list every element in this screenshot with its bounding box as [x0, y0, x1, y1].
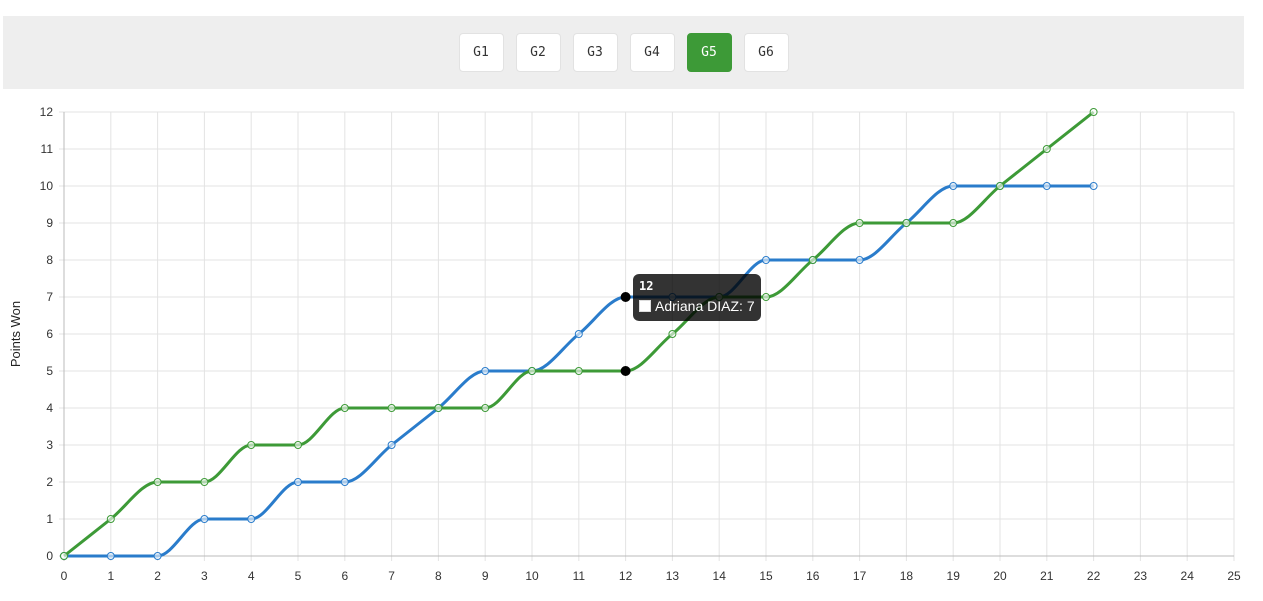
- x-tick-label: 22: [1087, 569, 1101, 583]
- x-tick-label: 23: [1134, 569, 1148, 583]
- data-point[interactable]: [855, 256, 864, 264]
- game-tab-g6[interactable]: G6: [743, 33, 789, 72]
- data-point[interactable]: [106, 552, 115, 560]
- tooltip-title: 12: [639, 279, 654, 293]
- data-point[interactable]: [574, 367, 583, 375]
- x-tick-label: 4: [248, 569, 255, 583]
- game-tab-g5[interactable]: G5: [686, 33, 732, 72]
- x-tick-label: 19: [947, 569, 961, 583]
- x-tick-label: 12: [619, 569, 633, 583]
- data-point[interactable]: [340, 478, 349, 486]
- data-point[interactable]: [855, 219, 864, 227]
- data-point[interactable]: [1089, 182, 1098, 190]
- x-tick-label: 3: [201, 569, 208, 583]
- data-point[interactable]: [153, 478, 162, 486]
- game-tabs: G1 G2 G3 G4 G5 G6: [3, 33, 1244, 72]
- x-tick-label: 8: [435, 569, 442, 583]
- y-tick-label: 9: [46, 216, 53, 230]
- hovered-point[interactable]: [620, 292, 631, 302]
- tooltip-swatch: [639, 300, 651, 312]
- x-tick-label: 25: [1227, 569, 1241, 583]
- x-tick-label: 16: [806, 569, 820, 583]
- x-tick-label: 17: [853, 569, 867, 583]
- hovered-point[interactable]: [620, 366, 631, 376]
- x-tick-label: 7: [388, 569, 395, 583]
- data-point[interactable]: [481, 404, 490, 412]
- data-point[interactable]: [1089, 108, 1098, 116]
- data-point[interactable]: [574, 330, 583, 338]
- data-point[interactable]: [294, 441, 302, 449]
- x-tick-label: 6: [341, 569, 348, 583]
- data-point[interactable]: [481, 367, 490, 375]
- x-tick-label: 24: [1181, 569, 1195, 583]
- data-point[interactable]: [60, 552, 68, 560]
- tooltip-label: Adriana DIAZ: 7: [655, 298, 755, 314]
- y-tick-label: 4: [46, 401, 53, 415]
- x-tick-label: 5: [295, 569, 302, 583]
- y-axis-label: Points Won: [8, 301, 23, 367]
- y-tick-label: 10: [40, 179, 54, 193]
- y-tick-label: 2: [46, 475, 53, 489]
- x-tick-label: 20: [993, 569, 1007, 583]
- data-point[interactable]: [762, 256, 770, 264]
- data-point[interactable]: [294, 478, 302, 486]
- data-point[interactable]: [902, 219, 911, 227]
- data-point[interactable]: [996, 182, 1004, 190]
- y-tick-label: 7: [46, 290, 53, 304]
- data-point[interactable]: [387, 404, 396, 412]
- game-tab-g2[interactable]: G2: [515, 33, 561, 72]
- y-tick-label: 5: [46, 364, 53, 378]
- x-tick-label: 9: [482, 569, 489, 583]
- data-point[interactable]: [668, 330, 677, 338]
- chart-grid: [59, 111, 1235, 561]
- y-tick-label: 3: [46, 438, 53, 452]
- x-tick-label: 15: [759, 569, 773, 583]
- y-tick-label: 12: [40, 105, 54, 119]
- y-tick-label: 6: [46, 327, 53, 341]
- y-tick-label: 11: [41, 142, 54, 156]
- data-point[interactable]: [247, 441, 256, 449]
- data-point[interactable]: [949, 182, 958, 190]
- chart-tooltip: 12 Adriana DIAZ: 7: [633, 274, 761, 321]
- data-point[interactable]: [247, 515, 256, 523]
- chart-tick-labels: 0 1 2 3 4 5 6 7 8 9 10 11 12 13 14 15 16 17 18 19 20 21 22 23 24…: [40, 105, 1241, 583]
- x-tick-label: 14: [713, 569, 727, 583]
- x-tick-label: 21: [1040, 569, 1054, 583]
- data-point[interactable]: [1042, 145, 1051, 153]
- x-tick-label: 10: [525, 569, 539, 583]
- y-tick-label: 0: [46, 549, 53, 563]
- data-point[interactable]: [106, 515, 115, 523]
- data-point[interactable]: [200, 478, 209, 486]
- data-point[interactable]: [387, 441, 396, 449]
- x-tick-label: 2: [154, 569, 161, 583]
- y-tick-label: 1: [46, 512, 53, 526]
- data-point[interactable]: [949, 219, 958, 227]
- x-tick-label: 11: [573, 569, 586, 583]
- chart-axes: [59, 112, 1234, 561]
- game-tab-g3[interactable]: G3: [572, 33, 618, 72]
- game-selector-bar: G1 G2 G3 G4 G5 G6: [3, 16, 1244, 89]
- x-tick-label: 13: [666, 569, 680, 583]
- x-tick-label: 0: [61, 569, 68, 583]
- x-tick-label: 18: [900, 569, 914, 583]
- data-point[interactable]: [340, 404, 349, 412]
- data-point[interactable]: [200, 515, 209, 523]
- chart-series: [60, 108, 1098, 560]
- data-point[interactable]: [434, 404, 443, 412]
- data-point[interactable]: [1042, 182, 1051, 190]
- data-point[interactable]: [762, 293, 770, 301]
- y-tick-label: 8: [46, 253, 53, 267]
- x-tick-label: 1: [107, 569, 114, 583]
- data-point[interactable]: [808, 256, 817, 264]
- game-tab-g1[interactable]: G1: [458, 33, 504, 72]
- chart-hover-points: [620, 292, 631, 376]
- data-point[interactable]: [153, 552, 162, 560]
- game-tab-g4[interactable]: G4: [629, 33, 675, 72]
- data-point[interactable]: [528, 367, 536, 375]
